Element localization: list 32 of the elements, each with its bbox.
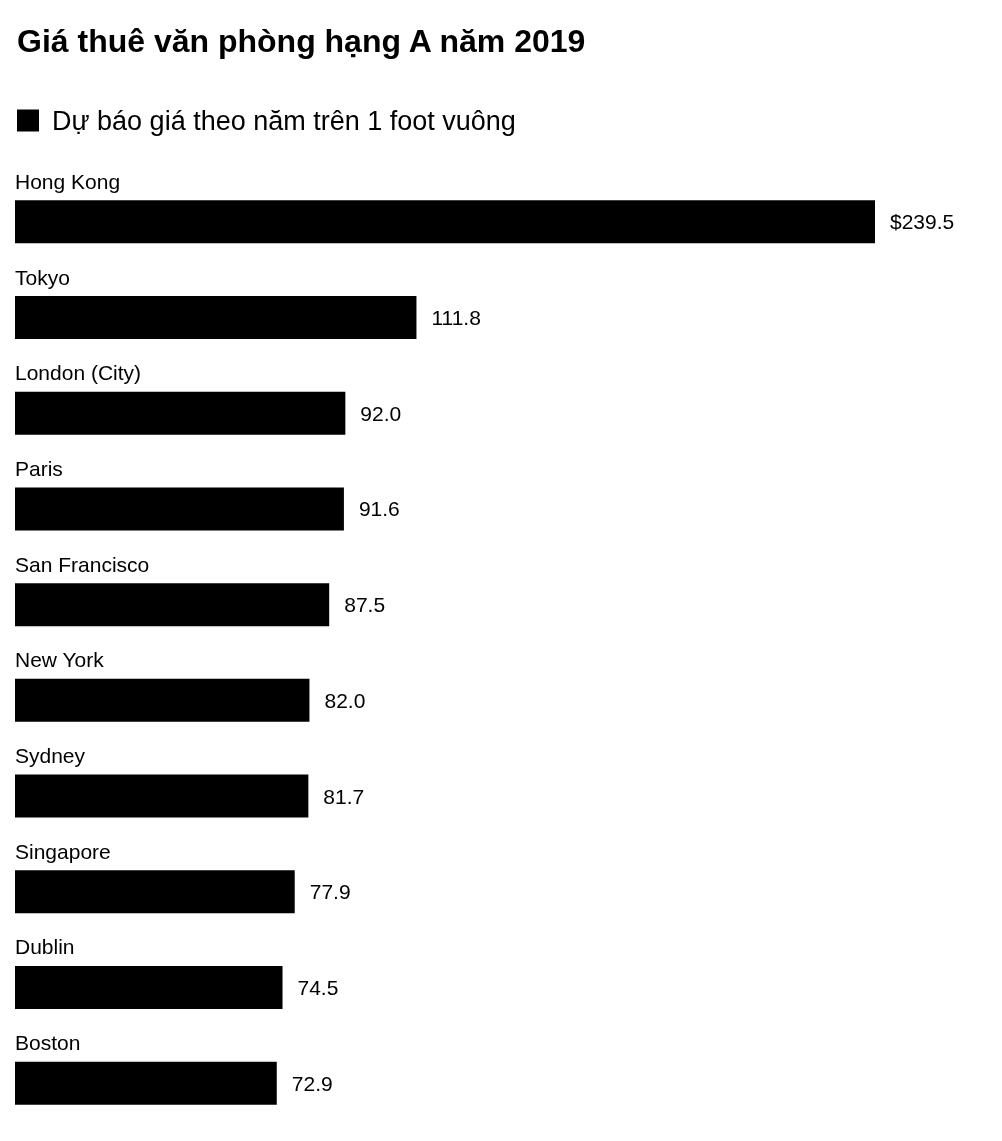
bar <box>15 391 346 435</box>
legend-label: Dự báo giá theo năm trên 1 foot vuông <box>52 105 516 136</box>
bar <box>15 487 344 531</box>
data-label: 81.7 <box>323 784 365 808</box>
y-tick-label: London (City) <box>15 361 142 385</box>
y-tick-label: Sydney <box>15 744 86 768</box>
data-label: 87.5 <box>344 593 386 617</box>
bar <box>15 965 283 1009</box>
bar <box>15 583 330 627</box>
bar <box>15 296 417 340</box>
bar <box>15 1061 277 1105</box>
data-label: 91.6 <box>358 497 400 521</box>
chart-title: Giá thuê văn phòng hạng A năm 2019 <box>17 23 586 59</box>
y-tick-label: Dublin <box>15 935 75 959</box>
y-tick-label: New York <box>15 648 105 672</box>
y-tick-label: Boston <box>15 1031 81 1055</box>
y-tick-label: Tokyo <box>15 265 70 289</box>
bar <box>15 870 295 914</box>
y-tick-label: Paris <box>15 456 63 480</box>
data-label: 111.8 <box>431 306 481 330</box>
data-label: 82.0 <box>324 688 366 712</box>
data-label: $239.5 <box>890 210 955 234</box>
bar <box>15 774 309 818</box>
data-label: 72.9 <box>291 1071 333 1095</box>
bar <box>15 200 875 244</box>
data-label: 92.0 <box>360 401 402 425</box>
y-tick-label: Hong Kong <box>15 169 121 193</box>
data-label: 77.9 <box>309 880 351 904</box>
bar <box>15 678 310 722</box>
data-label: 74.5 <box>297 975 339 999</box>
y-tick-label: Singapore <box>15 839 111 863</box>
y-tick-label: San Francisco <box>15 552 150 576</box>
